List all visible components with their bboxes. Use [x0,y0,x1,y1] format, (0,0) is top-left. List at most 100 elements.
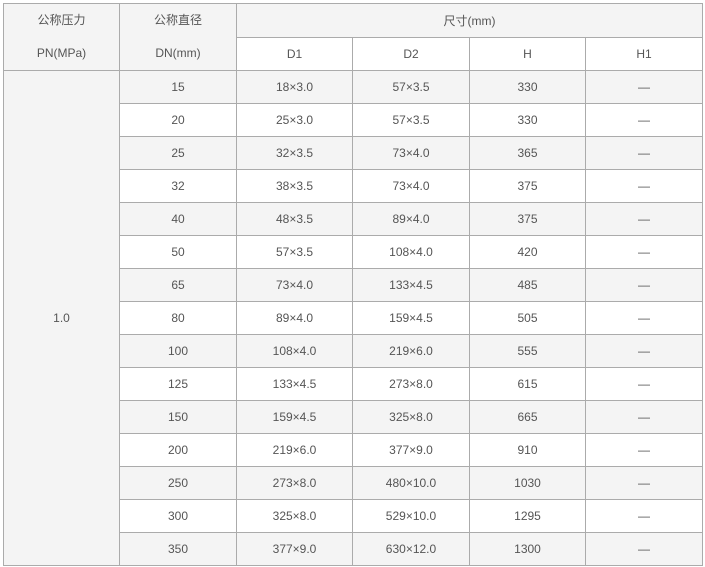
cell-h: 665 [469,400,586,434]
cell-d2: 529×10.0 [352,499,470,533]
cell-h1: — [585,202,703,236]
cell-d2: 57×3.5 [352,70,470,104]
cell-h1: — [585,433,703,467]
header-pressure: 公称压力 PN(MPa) [3,3,120,71]
cell-dn: 200 [119,433,237,467]
cell-dn: 32 [119,169,237,203]
cell-h1: — [585,103,703,137]
table-row: 65 73×4.0 133×4.5 485— [3,268,703,302]
table-row: 25 32×3.5 73×4.0 365— [3,136,703,170]
cell-d1: 325×8.0 [236,499,353,533]
cell-d2: 133×4.5 [352,268,470,302]
table-row: 100 108×4.0 219×6.0 555— [3,334,703,368]
cell-d1: 18×3.0 [236,70,353,104]
header-h1: H1 [585,36,703,71]
cell-dn: 50 [119,235,237,269]
cell-dn: 25 [119,136,237,170]
cell-dn: 100 [119,334,237,368]
cell-h1: — [585,70,703,104]
cell-d2: 325×8.0 [352,400,470,434]
cell-dn: 20 [119,103,237,137]
diameter-label: 公称直径 [153,13,202,27]
table-row: 40 48×3.5 89×4.0 375— [3,202,703,236]
cell-h1: — [585,136,703,170]
table-row: 80 89×4.0 159×4.5 505— [3,301,703,335]
pressure-unit: PN(MPa) [36,46,87,60]
table-row: 300 325×8.0 529×10.0 1295— [3,499,703,533]
header-d1: D1 [236,36,353,71]
cell-dn: 250 [119,466,237,500]
header-h: H [469,36,586,71]
cell-h: 615 [469,367,586,401]
table-row: 20 25×3.0 57×3.5 330— [3,103,703,137]
cell-d1: 89×4.0 [236,301,353,335]
cell-dn: 40 [119,202,237,236]
cell-d2: 57×3.5 [352,103,470,137]
cell-dn: 65 [119,268,237,302]
cell-d2: 377×9.0 [352,433,470,467]
cell-h: 505 [469,301,586,335]
cell-h: 365 [469,136,586,170]
cell-d2: 630×12.0 [352,532,470,566]
header-size: 尺寸(mm) [236,3,703,38]
table-row: 350 377×9.0 630×12.0 1300— [3,532,703,566]
header-d2: D2 [352,36,470,71]
table-row: 250 273×8.0 480×10.0 1030— [3,466,703,500]
cell-d1: 73×4.0 [236,268,353,302]
cell-h1: — [585,532,703,566]
cell-h: 330 [469,103,586,137]
cell-d1: 273×8.0 [236,466,353,500]
cell-d2: 73×4.0 [352,136,470,170]
cell-h: 330 [469,70,586,104]
cell-d1: 133×4.5 [236,367,353,401]
cell-h: 1030 [469,466,586,500]
cell-h: 375 [469,169,586,203]
cell-d1: 57×3.5 [236,235,353,269]
cell-d1: 219×6.0 [236,433,353,467]
cell-h1: — [585,334,703,368]
cell-dn: 300 [119,499,237,533]
cell-d1: 32×3.5 [236,136,353,170]
cell-d2: 73×4.0 [352,169,470,203]
table-row: 150 159×4.5 325×8.0 665— [3,400,703,434]
pressure-label: 公称压力 [37,13,86,27]
cell-d1: 108×4.0 [236,334,353,368]
cell-h: 485 [469,268,586,302]
cell-d2: 219×6.0 [352,334,470,368]
cell-d1: 159×4.5 [236,400,353,434]
table-row: 200 219×6.0 377×9.0 910— [3,433,703,467]
table-row: 32 38×3.5 73×4.0 375— [3,169,703,203]
cell-dn: 80 [119,301,237,335]
cell-d1: 38×3.5 [236,169,353,203]
cell-d1: 377×9.0 [236,532,353,566]
cell-d1: 48×3.5 [236,202,353,236]
cell-dn: 150 [119,400,237,434]
cell-h1: — [585,466,703,500]
dimension-table: 公称压力 PN(MPa) 公称直径 DN(mm) 尺寸(mm) D1 D2 H H1… [3,3,703,566]
cell-d1: 25×3.0 [236,103,353,137]
cell-d2: 480×10.0 [352,466,470,500]
cell-h: 1295 [469,499,586,533]
cell-h1: — [585,400,703,434]
cell-h1: — [585,367,703,401]
cell-h1: — [585,499,703,533]
diameter-unit: DN(mm) [155,46,201,60]
cell-dn: 15 [119,70,237,104]
cell-h1: — [585,268,703,302]
cell-d2: 159×4.5 [352,301,470,335]
header-diameter: 公称直径 DN(mm) [119,3,237,71]
cell-h: 375 [469,202,586,236]
cell-h1: — [585,301,703,335]
table-row: 50 57×3.5 108×4.0 420— [3,235,703,269]
cell-h: 555 [469,334,586,368]
cell-h: 910 [469,433,586,467]
cell-h1: — [585,169,703,203]
cell-d2: 89×4.0 [352,202,470,236]
cell-d2: 273×8.0 [352,367,470,401]
cell-h1: — [585,235,703,269]
cell-h: 1300 [469,532,586,566]
cell-dn: 350 [119,532,237,566]
cell-h: 420 [469,235,586,269]
cell-dn: 125 [119,367,237,401]
table-row: 1.0 15 18×3.0 57×3.5 330— [3,70,703,566]
